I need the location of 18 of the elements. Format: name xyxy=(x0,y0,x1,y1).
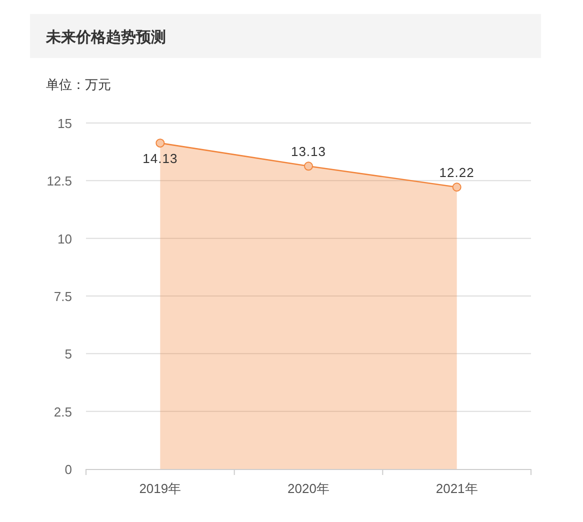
y-tick-label: 2.5 xyxy=(54,404,72,420)
data-label: 13.13 xyxy=(290,144,326,160)
data-label: 12.22 xyxy=(439,165,474,180)
point xyxy=(304,162,313,171)
y-tick-label: 0 xyxy=(64,462,72,477)
data-label: 14.13 xyxy=(142,151,178,166)
y-tick-label: 10 xyxy=(58,231,72,246)
y-tick-label: 15 xyxy=(58,116,72,131)
y-tick-label: 5 xyxy=(64,346,72,362)
x-tick-label: 2021年 xyxy=(436,481,478,496)
title: 未来价格趋势预测 xyxy=(46,29,166,46)
ylabel: 单位：万元 xyxy=(46,77,111,92)
x-tick-label: 2019年 xyxy=(139,481,182,496)
point xyxy=(156,138,165,148)
y-tick-label: 7.5 xyxy=(54,289,72,304)
x-tick-label: 2020年 xyxy=(288,481,330,496)
y-tick-label: 12.5 xyxy=(46,174,72,189)
point xyxy=(452,182,462,192)
